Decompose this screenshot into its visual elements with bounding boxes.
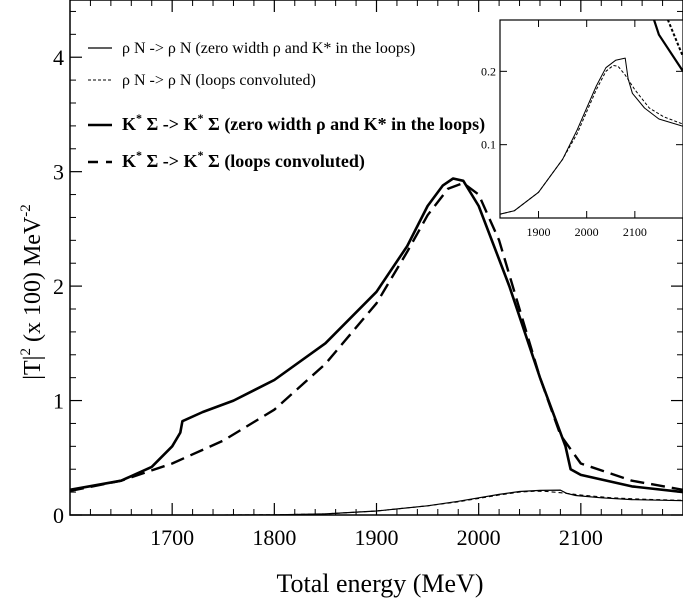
x-axis-label: Total energy (MeV)	[276, 569, 483, 598]
x-tick-label: 2000	[457, 525, 501, 550]
y-tick-label: 0	[53, 503, 64, 528]
y-axis-label-middle: (x 100) MeV	[20, 216, 46, 348]
y-axis-label-exp: 2	[18, 348, 34, 356]
x-tick-label: 1900	[355, 525, 399, 550]
y-tick-label: 2	[53, 274, 64, 299]
inset-y-tick-label: 0.2	[481, 64, 496, 78]
series-line-3	[69, 177, 683, 494]
x-tick-label: 1700	[150, 525, 194, 550]
y-axis-label-unit-exp: -2	[18, 204, 34, 217]
inset-chart: 1900 2000 2100 0.1 0.2	[481, 19, 683, 239]
inset-y-tick-label: 0.1	[481, 138, 496, 152]
inset-frame	[499, 19, 683, 219]
inset-x-tick-label: 2100	[623, 225, 647, 239]
y-tick-label: 3	[53, 160, 64, 185]
series-line-2	[70, 490, 683, 516]
inset-x-tick-label: 2000	[575, 225, 599, 239]
y-tick-label: 1	[53, 389, 64, 414]
legend-label-1: ρ N -> ρ N (zero width ρ and K* in the l…	[122, 40, 415, 57]
y-axis-label-prefix: |T|	[20, 356, 46, 380]
inset-x-tick-label: 1900	[527, 225, 551, 239]
main-series-group	[69, 177, 683, 516]
x-tick-label: 2100	[559, 525, 603, 550]
main-axes: 1700 1800 1900 2000 2100 0 1 2 3 4	[53, 0, 683, 550]
inset-series-line-2	[500, 65, 683, 215]
legend-label-3: K* Σ -> K* Σ (zero width ρ and K* in the…	[122, 111, 485, 135]
x-tick-label: 1800	[252, 525, 296, 550]
y-tick-label: 4	[53, 45, 64, 70]
legend-label-4: K* Σ -> K* Σ (loops convoluted)	[122, 148, 365, 172]
series-line-4	[69, 181, 683, 493]
y-axis-label: |T|2 (x 100) MeV-2	[18, 204, 46, 380]
series-line-1	[70, 489, 683, 516]
legend: ρ N -> ρ N (zero width ρ and K* in the l…	[88, 40, 485, 172]
inset-series-group	[500, 20, 683, 215]
legend-label-2: ρ N -> ρ N (loops convoluted)	[122, 72, 316, 89]
